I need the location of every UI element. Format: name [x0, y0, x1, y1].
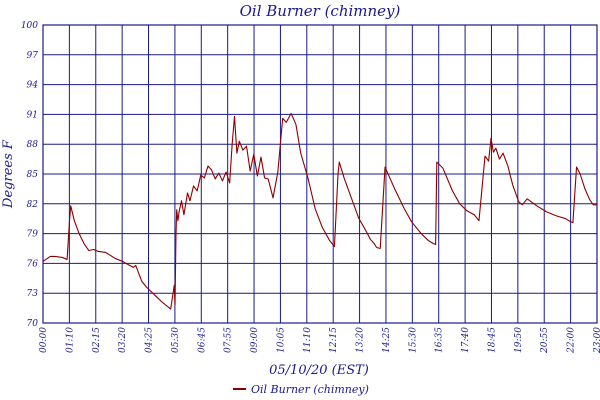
- y-tick-label: 79: [27, 230, 39, 240]
- y-tick-label: 73: [27, 289, 39, 299]
- x-tick-label: 09:00: [250, 327, 260, 353]
- x-tick-label: 07:55: [224, 327, 234, 353]
- x-tick-label: 00:00: [39, 327, 49, 353]
- x-tick-label: 17:40: [461, 327, 471, 353]
- x-tick-label: 22:00: [567, 327, 577, 354]
- y-tick-label: 76: [27, 259, 39, 269]
- x-tick-label: 16:35: [435, 327, 445, 353]
- x-tick-label: 02:15: [92, 327, 102, 353]
- y-tick-label: 88: [27, 140, 39, 150]
- plot-area-frame: [42, 24, 598, 324]
- series-line-oil-burner: [42, 112, 597, 310]
- x-tick-label: 10:05: [276, 327, 286, 353]
- x-tick-label: 15:30: [408, 327, 418, 353]
- x-tick-label: 13:20: [356, 327, 366, 353]
- y-axis-tick-labels: 70 73 76 79 82 85 88 91 94 97 100: [21, 21, 38, 329]
- y-axis-label: Degrees F: [1, 139, 16, 209]
- x-tick-label: 20:55: [540, 327, 550, 354]
- x-tick-label: 06:45: [197, 327, 207, 353]
- y-tick-label: 82: [27, 200, 39, 210]
- x-tick-label: 01:10: [65, 327, 75, 353]
- x-axis-label: 05/10/20 (EST): [269, 363, 369, 378]
- x-tick-label: 19:50: [514, 327, 524, 353]
- y-tick-label: 85: [27, 170, 39, 180]
- chart-title: Oil Burner (chimney): [240, 2, 401, 20]
- x-tick-label: 04:25: [145, 327, 155, 353]
- x-tick-label: 11:10: [303, 327, 313, 353]
- x-tick-label: 18:45: [487, 327, 497, 353]
- x-axis-tick-labels: 00:00 01:10 02:15 03:20 04:25 05:30 06:45 07:55…: [39, 327, 600, 354]
- x-tick-label: 14:25: [382, 327, 392, 353]
- x-tick-label: 05:30: [171, 327, 181, 353]
- y-tick-label: 94: [27, 81, 39, 91]
- legend-label: Oil Burner (chimney): [251, 383, 369, 396]
- y-tick-label: 97: [27, 51, 39, 61]
- x-tick-label: 03:20: [118, 327, 128, 353]
- series-layer: [42, 112, 597, 310]
- y-tick-label: 70: [27, 319, 39, 329]
- legend: Oil Burner (chimney): [233, 383, 369, 396]
- y-tick-label: 91: [27, 110, 38, 120]
- y-tick-label: 100: [21, 21, 38, 31]
- x-tick-label: 12:15: [329, 327, 339, 353]
- x-tick-label: 23:00: [593, 327, 600, 354]
